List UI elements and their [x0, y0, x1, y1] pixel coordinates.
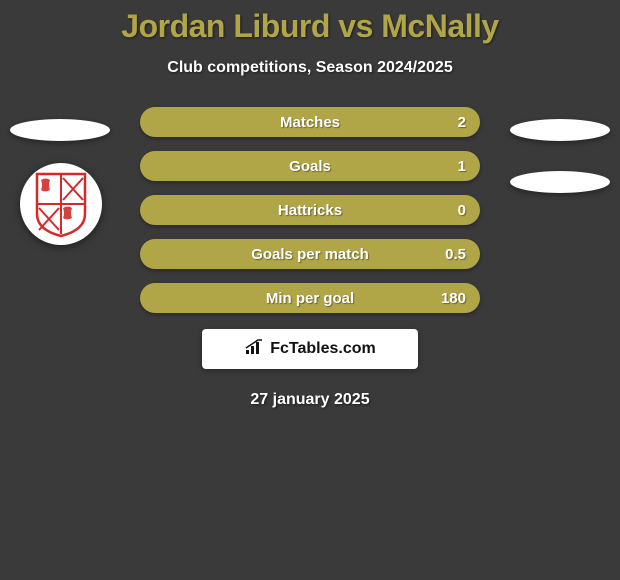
stat-label: Matches: [280, 114, 340, 131]
stat-row-hattricks: Hattricks 0: [140, 195, 480, 225]
stat-row-gpm: Goals per match 0.5: [140, 239, 480, 269]
stat-label: Goals per match: [251, 246, 369, 263]
stat-label: Hattricks: [278, 202, 342, 219]
stat-row-goals: Goals 1: [140, 151, 480, 181]
stat-label: Goals: [289, 158, 331, 175]
root: Jordan Liburd vs McNally Club competitio…: [0, 0, 620, 409]
watermark[interactable]: FcTables.com: [202, 329, 418, 369]
stat-value-right: 0.5: [445, 246, 466, 263]
shield-icon: [33, 170, 89, 238]
stat-rows: Matches 2 Goals 1 Hattricks 0 Goals per …: [140, 107, 480, 313]
club-badge: [20, 163, 102, 245]
stat-row-matches: Matches 2: [140, 107, 480, 137]
player-right-ellipse-2: [510, 171, 610, 193]
subtitle: Club competitions, Season 2024/2025: [0, 59, 620, 77]
stat-value-right: 180: [441, 290, 466, 307]
stats-area: Matches 2 Goals 1 Hattricks 0 Goals per …: [0, 107, 620, 409]
watermark-text: FcTables.com: [270, 340, 376, 358]
stat-value-right: 2: [458, 114, 466, 131]
stat-value-right: 1: [458, 158, 466, 175]
stat-value-right: 0: [458, 202, 466, 219]
player-right-ellipse-1: [510, 119, 610, 141]
player-left-ellipse: [10, 119, 110, 141]
chart-icon: [244, 338, 264, 361]
stat-row-mpg: Min per goal 180: [140, 283, 480, 313]
stat-label: Min per goal: [266, 290, 354, 307]
page-title: Jordan Liburd vs McNally: [0, 8, 620, 45]
date-label: 27 january 2025: [10, 391, 610, 409]
